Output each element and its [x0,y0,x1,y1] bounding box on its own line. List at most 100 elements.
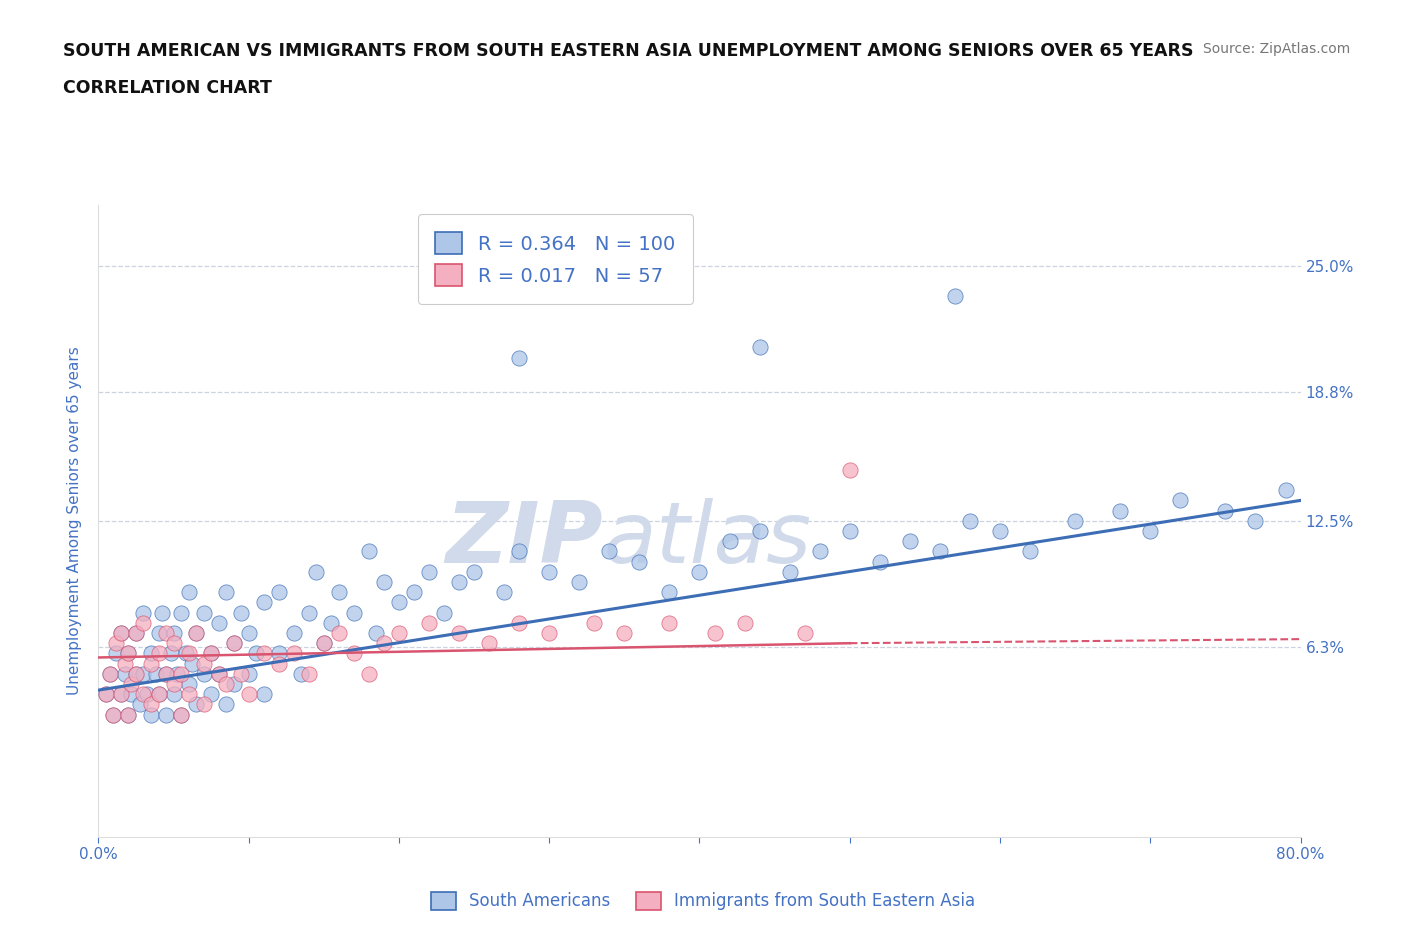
Point [159,646,181,661]
Point [494,585,516,600]
Point [238,626,260,641]
Point [943,289,966,304]
Point [125,667,148,682]
Text: atlas: atlas [603,498,811,581]
Point [139,646,162,661]
Point [155,626,177,641]
Point [117,707,139,722]
Point [170,707,193,722]
Point [94,686,117,701]
Legend: South Americans, Immigrants from South Eastern Asia: South Americans, Immigrants from South E… [425,885,981,917]
Point [463,565,485,579]
Point [139,697,162,711]
Point [1019,544,1042,559]
Point [174,646,197,661]
Point [193,697,215,711]
Point [388,595,411,610]
Point [117,707,139,722]
Point [267,646,290,661]
Point [200,646,222,661]
Point [208,667,231,682]
Point [155,667,177,682]
Point [418,565,440,579]
Point [583,616,606,631]
Point [184,626,207,641]
Point [290,667,312,682]
Point [200,646,222,661]
Point [373,636,395,651]
Point [215,676,238,691]
Point [105,636,128,651]
Point [110,686,132,701]
Point [117,646,139,661]
Point [267,585,290,600]
Point [1064,513,1087,528]
Point [748,524,770,538]
Point [145,667,167,682]
Point [838,524,860,538]
Point [1274,483,1296,498]
Point [328,585,350,600]
Point [929,544,952,559]
Point [180,657,202,671]
Point [139,657,162,671]
Point [155,707,177,722]
Point [1170,493,1192,508]
Point [1244,513,1267,528]
Point [321,616,343,631]
Point [155,667,177,682]
Point [170,707,193,722]
Point [184,626,207,641]
Point [110,626,132,641]
Point [538,565,561,579]
Point [148,686,170,701]
Point [215,585,238,600]
Point [312,636,335,651]
Point [373,575,395,590]
Point [193,657,215,671]
Point [838,462,860,477]
Point [100,667,122,682]
Point [808,544,831,559]
Point [200,686,222,701]
Point [114,667,136,682]
Point [148,626,170,641]
Point [132,686,155,701]
Point [1139,524,1161,538]
Point [658,616,681,631]
Point [193,605,215,620]
Point [343,646,366,661]
Point [478,636,501,651]
Point [132,605,155,620]
Point [748,340,770,355]
Point [231,667,253,682]
Point [170,667,193,682]
Point [447,575,470,590]
Point [689,565,711,579]
Point [734,616,756,631]
Point [418,616,440,631]
Point [100,667,122,682]
Point [898,534,921,549]
Legend: R = 0.364   N = 100, R = 0.017   N = 57: R = 0.364 N = 100, R = 0.017 N = 57 [418,214,693,304]
Point [538,626,561,641]
Point [357,667,380,682]
Text: Source: ZipAtlas.com: Source: ZipAtlas.com [1202,42,1350,56]
Point [388,626,411,641]
Point [1215,503,1237,518]
Point [253,646,276,661]
Point [357,544,380,559]
Text: CORRELATION CHART: CORRELATION CHART [63,79,273,97]
Point [148,686,170,701]
Point [166,667,188,682]
Point [162,626,184,641]
Point [598,544,620,559]
Point [177,585,200,600]
Point [125,667,148,682]
Point [162,676,184,691]
Text: SOUTH AMERICAN VS IMMIGRANTS FROM SOUTH EASTERN ASIA UNEMPLOYMENT AMONG SENIORS : SOUTH AMERICAN VS IMMIGRANTS FROM SOUTH … [63,42,1194,60]
Point [170,605,193,620]
Point [328,626,350,641]
Point [103,707,125,722]
Point [988,524,1011,538]
